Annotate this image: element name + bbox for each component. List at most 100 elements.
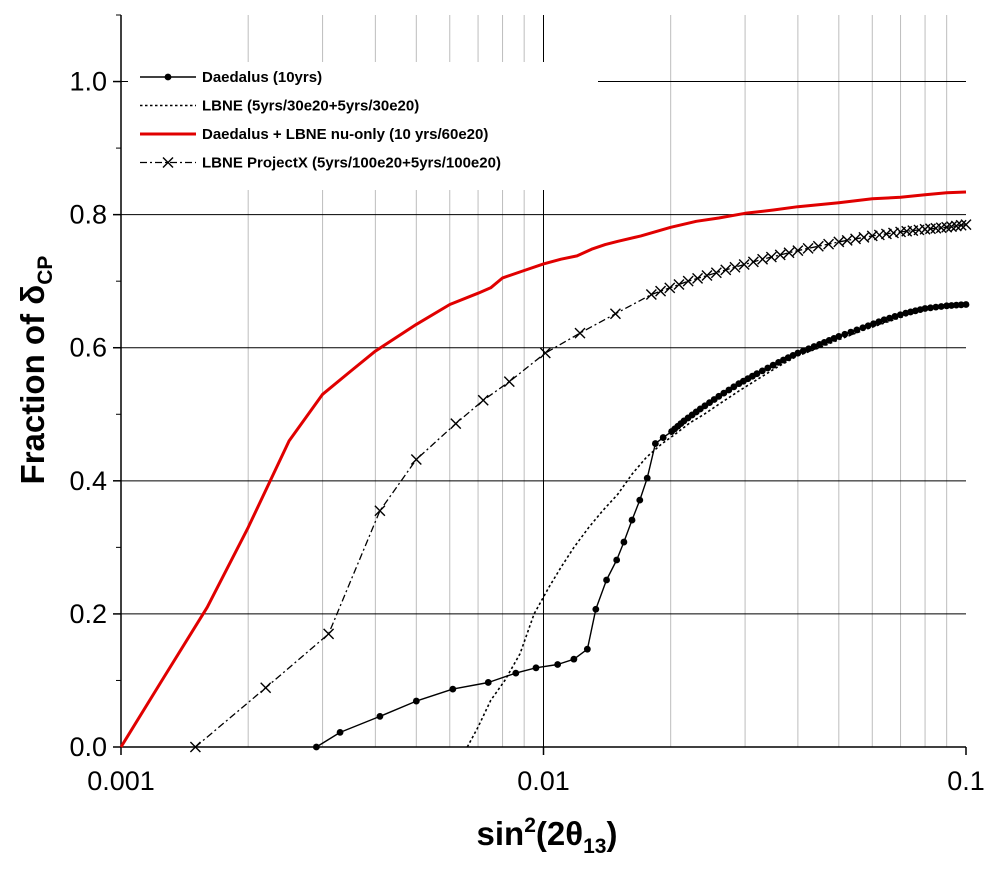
data-point	[758, 367, 766, 375]
data-point	[927, 304, 934, 312]
data-point-x	[477, 394, 489, 406]
data-point-x	[410, 454, 422, 466]
legend-item: LBNE ProjectX (5yrs/100e20+5yrs/100e20)	[140, 155, 501, 172]
y-tick-labels: 0.0 0.2 0.4 0.6 0.8 1.0	[69, 14, 121, 762]
data-point-x	[887, 227, 899, 239]
data-point	[613, 556, 621, 564]
data-point	[875, 318, 883, 326]
data-point	[512, 669, 520, 677]
data-point-x	[692, 272, 704, 284]
legend-item: LBNE (5yrs/30e20+5yrs/30e20)	[140, 98, 419, 115]
data-point	[532, 664, 540, 672]
data-point	[554, 661, 562, 668]
data-point-x	[738, 259, 750, 271]
data-point	[725, 386, 733, 394]
data-point-x	[950, 220, 962, 232]
data-point-x	[812, 240, 824, 252]
data-point-x	[858, 231, 870, 243]
data-point	[412, 697, 420, 705]
legend-label: LBNE ProjectX (5yrs/100e20+5yrs/100e20)	[202, 155, 501, 172]
y-tick-label: 0.0	[69, 732, 107, 762]
data-point-x	[955, 219, 967, 231]
data-point	[376, 712, 384, 720]
data-point	[692, 408, 700, 416]
legend: Daedalus (10yrs) LBNE (5yrs/30e20+5yrs/30…	[128, 62, 598, 190]
data-point-x	[450, 418, 462, 430]
data-point-x	[539, 347, 551, 359]
y-tick-label: 1.0	[69, 67, 107, 97]
data-point	[841, 330, 849, 338]
legend-label: LBNE (5yrs/30e20+5yrs/30e20)	[202, 98, 419, 115]
data-point-x	[574, 327, 586, 339]
legend-label: Daedalus + LBNE nu-only (10 yrs/60e20)	[202, 126, 488, 143]
data-point-x	[323, 628, 335, 640]
series-3	[189, 219, 972, 753]
data-point-x	[374, 505, 386, 517]
y-axis-title: Fraction of δCP	[14, 256, 57, 485]
data-point-x	[260, 682, 272, 694]
data-point	[730, 383, 738, 391]
data-point-x	[710, 267, 722, 279]
data-point-x	[189, 741, 201, 753]
data-point-x	[682, 275, 694, 287]
data-point	[805, 345, 813, 353]
series-layer	[119, 190, 972, 753]
data-point	[962, 301, 970, 308]
data-point	[164, 73, 172, 81]
data-point	[636, 496, 644, 504]
data-point	[312, 743, 320, 751]
data-point-x	[792, 245, 804, 257]
data-point-x	[701, 270, 713, 282]
legend-box	[128, 62, 598, 190]
data-point	[449, 685, 457, 693]
data-point-x	[765, 251, 777, 263]
data-point	[880, 316, 888, 324]
data-point	[799, 347, 807, 355]
series-line	[119, 190, 967, 748]
y-tick-label: 0.4	[69, 466, 107, 496]
data-point	[570, 655, 578, 663]
x-axis-title: sin2(2θ13)	[477, 814, 618, 858]
data-point	[620, 538, 628, 546]
data-point	[643, 474, 651, 482]
data-point	[937, 303, 945, 310]
data-point	[677, 420, 685, 427]
data-point-x	[645, 288, 657, 300]
data-point-x	[783, 247, 795, 259]
data-point-x	[774, 249, 786, 261]
data-point-x	[757, 253, 769, 265]
data-point	[830, 335, 838, 342]
data-point	[870, 320, 877, 328]
data-point-x	[747, 256, 759, 268]
x-tick-label: 0.01	[517, 766, 570, 796]
data-point	[720, 389, 728, 397]
series-1	[466, 303, 967, 748]
data-point-x	[673, 279, 685, 291]
data-point-x	[946, 221, 957, 233]
data-point	[886, 314, 893, 322]
data-point-x	[823, 238, 835, 250]
legend-label: Daedalus (10yrs)	[202, 69, 322, 86]
data-point-x	[913, 224, 925, 236]
data-point-x	[960, 219, 972, 231]
data-point	[847, 328, 855, 336]
data-point-x	[503, 376, 515, 388]
data-point	[484, 679, 492, 686]
data-point-x	[729, 261, 741, 273]
data-point-x	[655, 285, 667, 297]
data-point-x	[720, 264, 732, 276]
x-tick-label: 0.1	[947, 766, 985, 796]
data-point	[864, 322, 872, 330]
legend-item: Daedalus + LBNE nu-only (10 yrs/60e20)	[140, 126, 488, 143]
x-tick-labels: 0.001 0.01 0.1	[87, 747, 985, 796]
x-tick-label: 0.001	[87, 766, 155, 796]
data-point-x	[609, 308, 621, 320]
y-tick-label: 0.2	[69, 599, 107, 629]
series-line	[466, 303, 967, 748]
legend-item: Daedalus (10yrs)	[140, 69, 322, 86]
data-point	[583, 645, 591, 653]
data-point-x	[664, 282, 676, 294]
data-point	[336, 728, 344, 736]
data-point-x	[802, 242, 814, 254]
